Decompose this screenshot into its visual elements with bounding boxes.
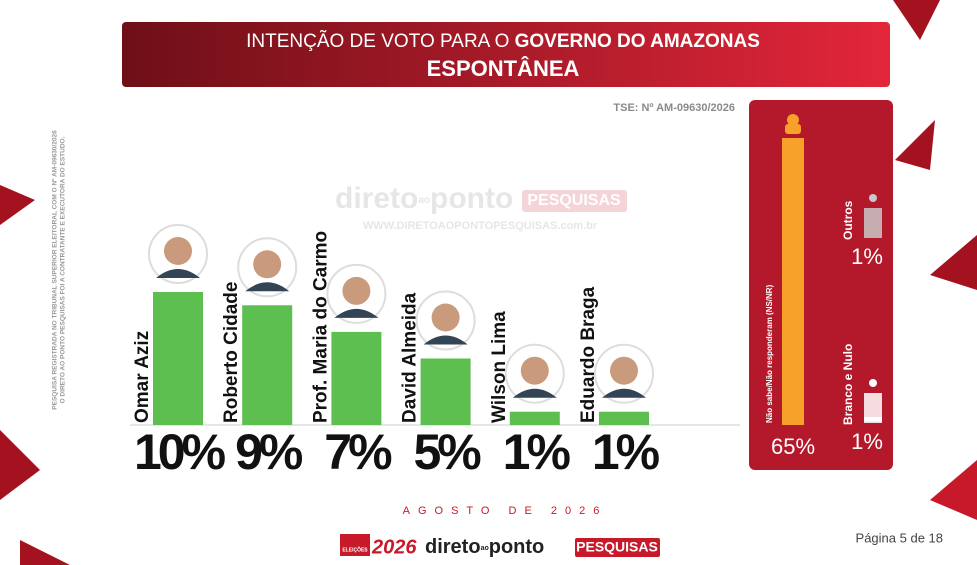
- title-banner: [122, 22, 890, 87]
- bar-cap: [787, 114, 799, 126]
- watermark-url: WWW.DIRETOAOPONTOPESQUISAS.com.br: [363, 220, 598, 232]
- candidate-name: David Almeida: [400, 292, 421, 423]
- logo-text: PESQUISAS: [576, 539, 658, 555]
- logo-box: [340, 534, 370, 556]
- icon-head: [869, 194, 877, 202]
- bar: [782, 138, 804, 425]
- logo-part: ao: [481, 545, 489, 552]
- candidate-name: Roberto Cidade: [221, 282, 242, 423]
- candidate-photo-body: [512, 388, 557, 398]
- watermark-part: direto: [335, 182, 418, 215]
- watermark: diretoaoponto PESQUISAS WWW.DIRETOAOPONT…: [335, 182, 627, 232]
- category-label: Não sabe/Não responderam (NS/NR): [765, 284, 774, 423]
- value-label: 1%: [851, 429, 883, 454]
- logo-tag: ELEIÇÕES: [342, 546, 368, 553]
- candidate-photo-face: [431, 303, 460, 332]
- category-label: Branco e Nulo: [841, 344, 855, 425]
- bar: [420, 358, 471, 425]
- candidate-photo-face: [164, 237, 192, 265]
- chart-title: INTENÇÃO DE VOTO PARA O GOVERNO DO AMAZO…: [246, 30, 760, 52]
- chart-subtitle: ESPONTÂNEA: [427, 56, 580, 81]
- side-note: PESQUISA REGISTRADA NO TRIBUNAL SUPERIOR…: [52, 130, 59, 410]
- candidate-photo-face: [610, 356, 638, 385]
- logo-part: ponto: [489, 536, 545, 558]
- bar: [599, 411, 649, 425]
- candidate-name: Eduardo Braga: [578, 286, 599, 423]
- value-label: 1%: [851, 244, 883, 269]
- date: AGOSTO DE 2026: [403, 505, 608, 517]
- value-label: 5%: [413, 424, 481, 480]
- watermark-text: diretoaoponto: [335, 182, 513, 215]
- logo-year: 2026: [371, 536, 417, 558]
- candidate-photo-face: [520, 356, 549, 385]
- candidate-name: Wilson Lima: [489, 311, 510, 423]
- page-number: Página 5 de 18: [856, 530, 943, 545]
- candidate-name: Omar Aziz: [132, 331, 153, 423]
- candidate-photo-face: [253, 250, 282, 279]
- category-label: Outros: [841, 200, 855, 240]
- candidate-photo-body: [602, 388, 646, 398]
- watermark-part: ponto: [430, 182, 513, 215]
- icon-body: [864, 208, 882, 238]
- candidate-photo-body: [156, 269, 200, 278]
- side-note: O DIRETO AO PONTO PESQUISAS FOI A CONTRA…: [60, 136, 67, 403]
- watermark-part: ao: [418, 195, 430, 206]
- value-label: 1%: [503, 424, 571, 480]
- candidate-photo-body: [423, 335, 468, 345]
- bar: [331, 331, 382, 425]
- candidate-photo-body: [334, 308, 379, 318]
- logo-part: direto: [425, 536, 481, 558]
- value-label: 10%: [134, 424, 226, 480]
- bar-cap: [785, 124, 801, 134]
- value-label: 65%: [771, 434, 815, 459]
- candidate-photo-body: [245, 282, 290, 292]
- candidate-photo-face: [342, 276, 371, 305]
- bar: [509, 411, 560, 425]
- title-part: INTENÇÃO DE VOTO PARA O: [246, 30, 515, 52]
- icon-head: [869, 379, 877, 387]
- icon-body: [864, 393, 882, 423]
- value-label: 9%: [235, 424, 303, 480]
- value-label: 7%: [324, 424, 392, 480]
- logo-text: diretoaoponto: [425, 536, 544, 558]
- watermark-text: PESQUISAS: [527, 192, 621, 209]
- footer-logo: ELEIÇÕES 2026 diretoaoponto PESQUISAS: [340, 534, 660, 558]
- candidate-name: Prof. Maria do Carmo: [310, 231, 331, 423]
- registration: TSE: Nº AM-09630/2026: [613, 102, 735, 114]
- logo-box: [575, 538, 660, 557]
- watermark-box: [522, 190, 627, 212]
- bar: [242, 305, 293, 425]
- title-part: GOVERNO DO AMAZONAS: [515, 31, 760, 52]
- bar: [153, 292, 203, 425]
- value-label: 1%: [592, 424, 660, 480]
